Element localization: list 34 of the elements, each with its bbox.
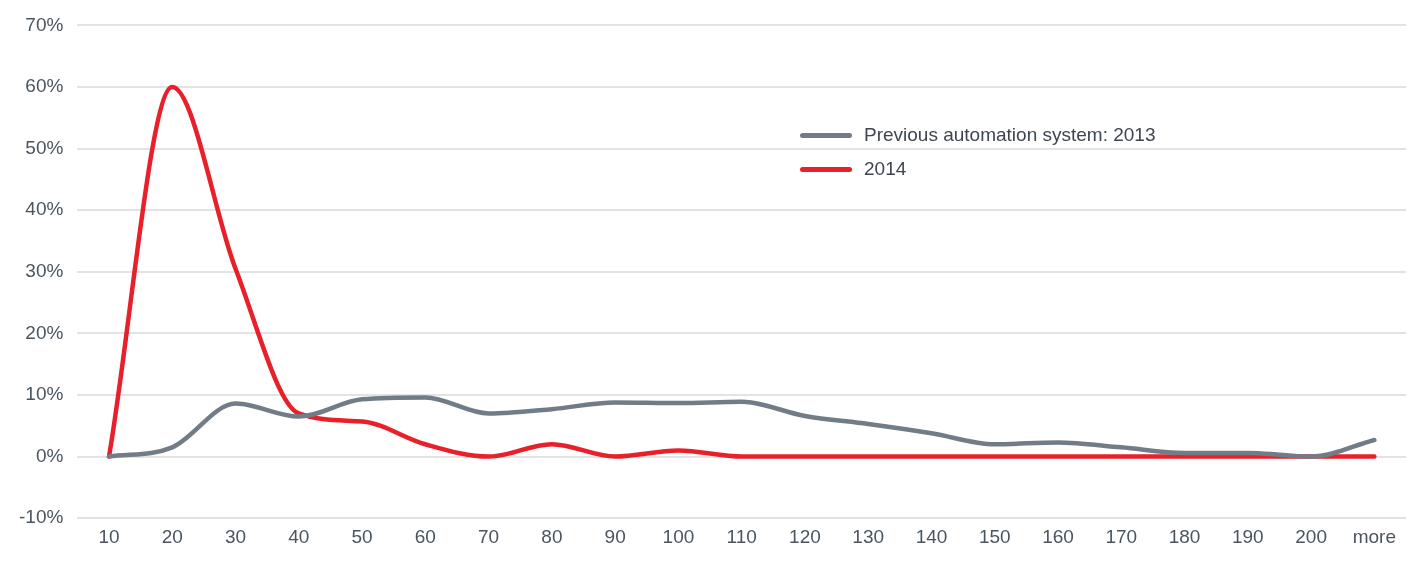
- x-tick-label: 10: [98, 525, 120, 547]
- y-tick-label: 0%: [35, 444, 64, 466]
- y-tick-label: 50%: [25, 136, 64, 158]
- x-tick-label: 160: [1042, 525, 1074, 547]
- y-tick-label: -10%: [19, 506, 64, 528]
- x-tick-label: 170: [1105, 525, 1138, 547]
- x-tick-label: 20: [161, 525, 183, 547]
- x-tick-label: 150: [978, 525, 1011, 547]
- y-tick-label: 20%: [25, 321, 64, 343]
- legend-label: Previous automation system: 2013: [864, 124, 1156, 146]
- y-tick-label: 70%: [25, 13, 64, 35]
- x-tick-label: 90: [604, 525, 626, 547]
- y-tick-label: 40%: [25, 198, 64, 220]
- x-tick-label: 120: [789, 525, 821, 547]
- x-tick-label: more: [1352, 525, 1397, 547]
- x-tick-label: 30: [224, 525, 247, 547]
- x-tick-label: 200: [1295, 525, 1327, 547]
- y-tick-label: 10%: [25, 383, 64, 405]
- x-tick-label: 80: [541, 525, 563, 547]
- x-tick-label: 70: [478, 525, 500, 547]
- line-series: [106, 395, 1377, 459]
- x-tick-label: 100: [662, 525, 695, 547]
- x-tick-label: 40: [288, 525, 310, 547]
- x-tick-label: 180: [1168, 525, 1201, 547]
- x-tick-label: 190: [1231, 525, 1264, 547]
- x-tick-label: 50: [351, 525, 373, 547]
- x-tick-label: 130: [852, 525, 885, 547]
- x-tick-label: 60: [414, 525, 436, 547]
- x-tick-label: 140: [915, 525, 948, 547]
- x-tick-label: 110: [726, 525, 757, 547]
- y-tick-label: 60%: [25, 75, 64, 97]
- y-tick-label: 30%: [25, 260, 64, 282]
- line-series: [106, 84, 1377, 459]
- legend-label: 2014: [864, 158, 907, 180]
